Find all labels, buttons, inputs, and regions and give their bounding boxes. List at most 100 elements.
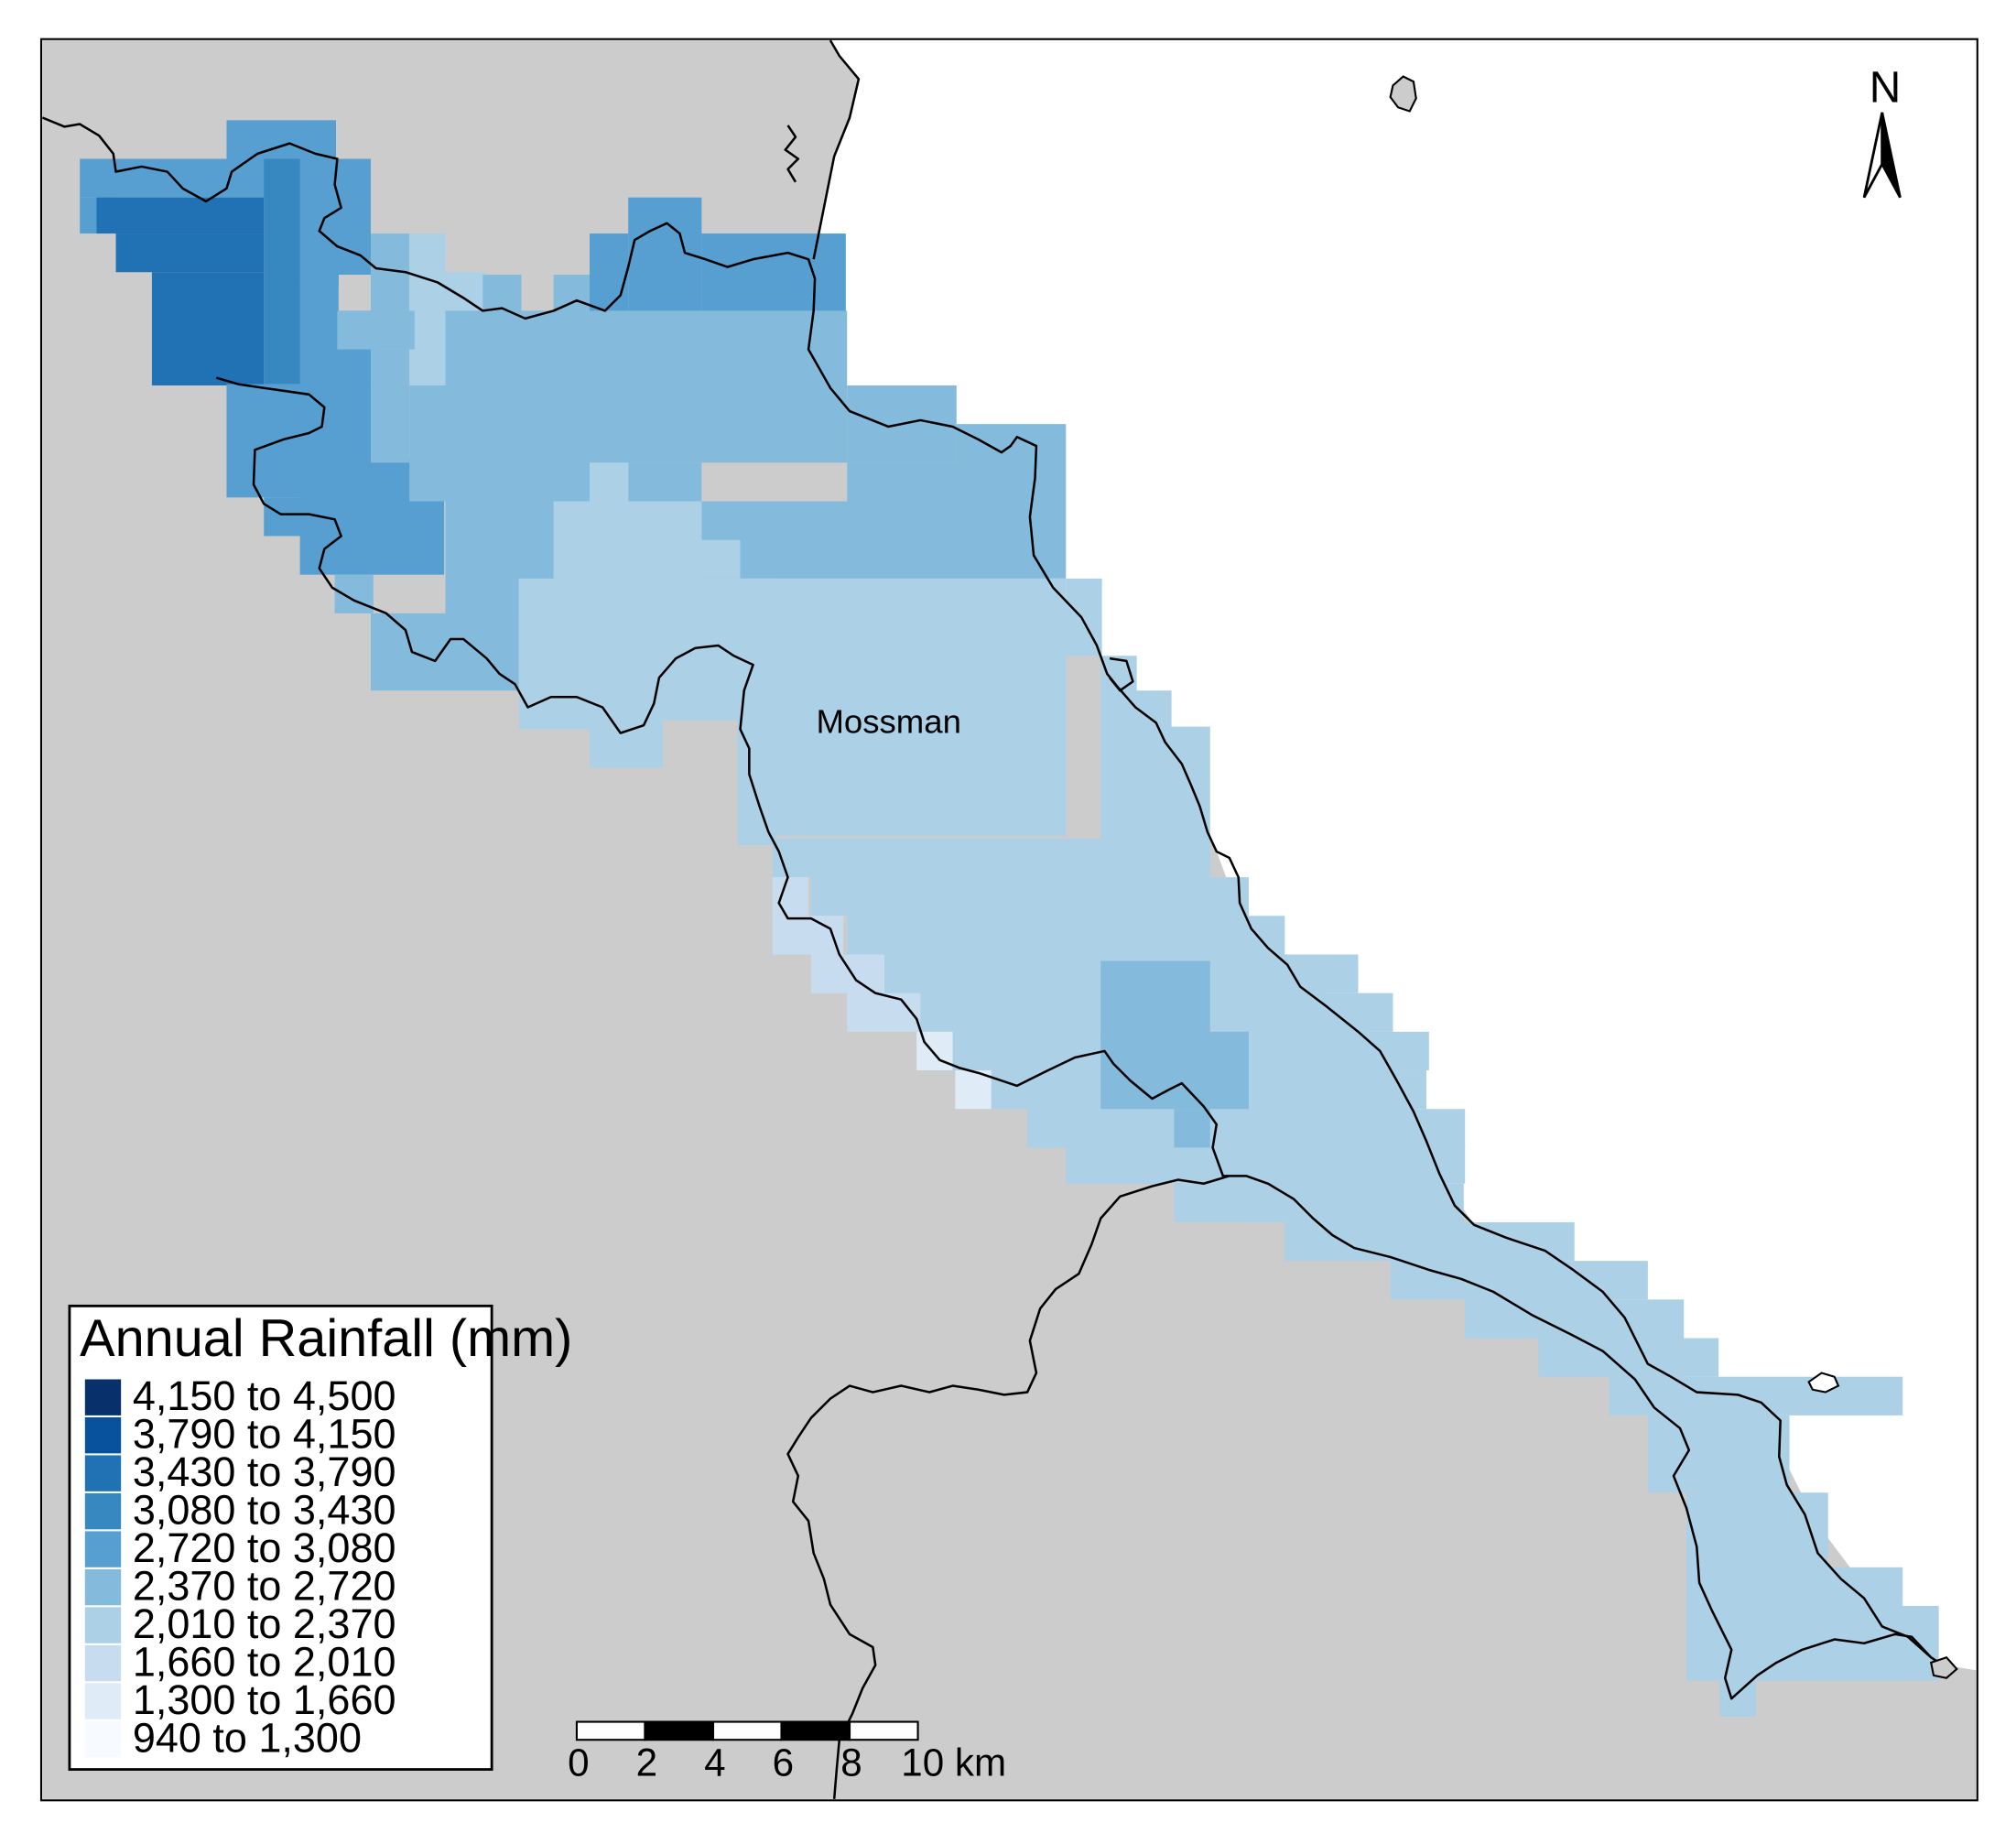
- rainfall-cell: [737, 578, 1067, 837]
- coastline-north: [812, 39, 861, 260]
- catchment-boundaries: [41, 39, 1951, 1800]
- rainfall-cell: [226, 120, 336, 159]
- rainfall-cell: [1246, 1183, 1283, 1222]
- scale-segment-1: [575, 1720, 646, 1741]
- legend-label: 2,010 to 2,370: [133, 1600, 396, 1647]
- rainfall-cell: [337, 310, 415, 350]
- rainfall-cell: [1284, 1221, 1575, 1262]
- rainfall-cell: [772, 877, 809, 916]
- scale-tick-6: 6: [773, 1741, 794, 1784]
- rainfall-cell: [955, 1070, 992, 1110]
- legend-label: 2,720 to 3,080: [133, 1524, 396, 1571]
- legend-label: 3,430 to 3,790: [133, 1448, 396, 1495]
- rainfall-cell: [1686, 1605, 1939, 1681]
- rainfall-cell: [553, 501, 702, 579]
- legend-swatch: [84, 1607, 122, 1643]
- rainfall-cell: [1390, 1261, 1648, 1300]
- north-arrow-label: N: [1870, 64, 1902, 113]
- north-arrow: N: [1862, 64, 1902, 199]
- rainfall-cell: [409, 233, 446, 273]
- legend-label: 3,790 to 4,150: [133, 1411, 396, 1458]
- rainfall-cell: [590, 462, 629, 502]
- island-tip: [1929, 1656, 1958, 1679]
- rainfall-cell: [590, 690, 664, 768]
- rainfall-cell: [1100, 1031, 1249, 1110]
- rainfall-cell: [370, 613, 519, 691]
- rainfall-cell: [1066, 1144, 1466, 1184]
- legend-label: 4,150 to 4,500: [133, 1372, 396, 1419]
- legend-swatch: [84, 1531, 122, 1567]
- rainfall-cell: [115, 233, 265, 273]
- rainfall-cell: [701, 539, 741, 579]
- estuary-inlet: [784, 125, 800, 183]
- rainfall-cell: [334, 574, 374, 613]
- rainfall-cell: [1609, 1376, 1903, 1415]
- scale-tick-10: 10 km: [901, 1741, 1006, 1784]
- island-north: [1389, 75, 1417, 113]
- rainfall-cell: [1686, 1492, 1828, 1570]
- town-label-mossman: Mossman: [816, 703, 960, 741]
- legend-label: 1,660 to 2,010: [133, 1639, 396, 1686]
- rainfall-cell: [337, 158, 371, 276]
- rainfall-cell: [1100, 726, 1210, 843]
- rainfall-cell: [1174, 1109, 1210, 1148]
- legend-label: 3,080 to 3,430: [133, 1487, 396, 1534]
- rainfall-cell: [810, 954, 885, 993]
- island-south: [1807, 1372, 1840, 1394]
- rainfall-cell: [299, 158, 339, 288]
- legend-label: 1,300 to 1,660: [133, 1676, 396, 1723]
- legend-label: 2,370 to 2,720: [133, 1563, 396, 1610]
- scale-tick-2: 2: [636, 1741, 657, 1784]
- rainfall-cell: [1100, 690, 1172, 730]
- legend-swatch: [84, 1455, 122, 1491]
- scale-segment-5: [848, 1720, 919, 1741]
- legend-swatch: [84, 1416, 122, 1454]
- rainfall-cell: [628, 462, 702, 502]
- scale-segment-2: [644, 1720, 715, 1741]
- rainfall-cell: [847, 916, 1285, 955]
- rainfall-cell: [847, 462, 959, 579]
- rainfall-cell: [847, 992, 921, 1032]
- legend-box: [68, 1304, 493, 1771]
- rainfall-cell: [482, 275, 522, 314]
- rainfall-cell: [810, 877, 1249, 916]
- northern-boundary: [41, 116, 1951, 1672]
- rainfall-raster: [80, 120, 1939, 1717]
- legend-label: 940 to 1,300: [133, 1715, 362, 1762]
- rainfall-cell: [1686, 1567, 1903, 1606]
- scale-tick-4: 4: [704, 1741, 725, 1784]
- southern-boundary: [215, 376, 1933, 1700]
- scale-segment-3: [711, 1720, 783, 1741]
- legend-swatch: [84, 1720, 122, 1758]
- legend: Annual Rainfall (mm) 4,150 to 4,5003,790…: [68, 1304, 572, 1771]
- rainfall-cell: [1719, 1677, 1756, 1717]
- legend-swatch: [84, 1379, 122, 1415]
- rainfall-cell: [518, 716, 597, 730]
- north-arrow-shade: [1881, 112, 1902, 199]
- rainfall-cell: [151, 272, 265, 385]
- scale-segment-4: [780, 1720, 851, 1741]
- rainfall-cell: [370, 349, 410, 463]
- rainfall-cell: [409, 385, 591, 502]
- rainfall-cell: [1174, 1183, 1464, 1222]
- rainfall-cell: [96, 197, 265, 234]
- legend-swatch: [84, 1683, 122, 1719]
- rainfall-cell: [772, 838, 1210, 878]
- legend-title: Annual Rainfall (mm): [80, 1309, 572, 1368]
- inland-boundary: [786, 1175, 1230, 1800]
- rainfall-cell: [1027, 1109, 1466, 1148]
- rainfall-cell: [445, 310, 819, 388]
- estuary-inlet-2: [1109, 656, 1134, 692]
- rainfall-cell: [590, 385, 848, 463]
- legend-swatch: [84, 1492, 122, 1530]
- legend-swatch: [84, 1568, 122, 1606]
- rainfall-cell: [737, 690, 776, 845]
- legend-swatch: [84, 1644, 122, 1682]
- scale-bar: 0 2 4 6 8 10 km: [568, 1720, 1006, 1784]
- rainfall-cell: [1647, 1415, 1790, 1493]
- rainfall-cell: [1136, 960, 1173, 1000]
- scale-tick-8: 8: [840, 1741, 862, 1784]
